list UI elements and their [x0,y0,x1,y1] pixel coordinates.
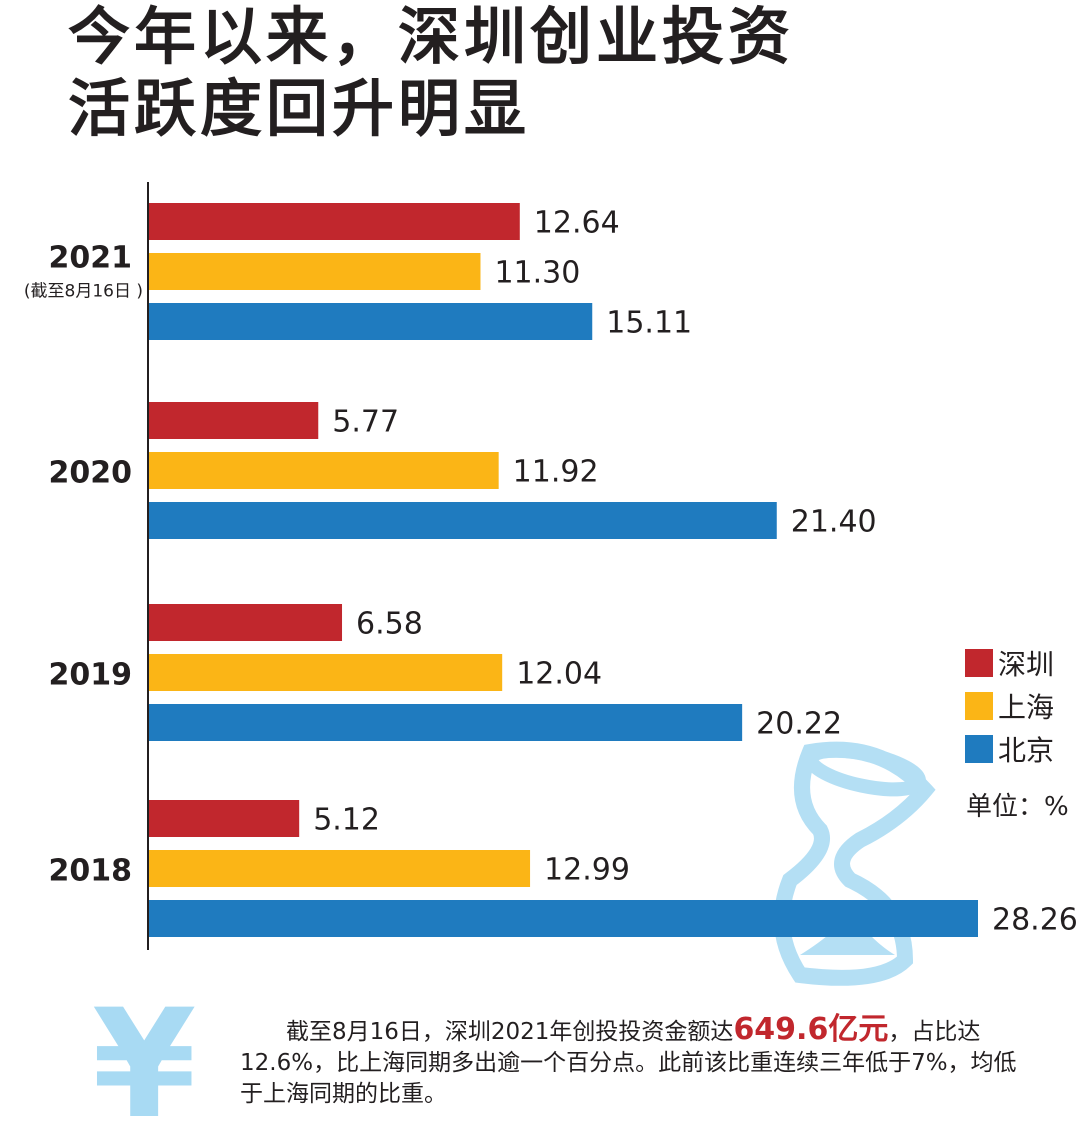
bar-北京-2018 [149,900,978,937]
category-label: 2021 [49,241,133,276]
bar-深圳-2020 [149,402,319,439]
bar-上海-2018 [149,850,531,887]
data-label: 15.11 [606,306,692,341]
yen-icon: ¥ [92,978,197,1127]
hourglass-icon [774,741,936,986]
data-label: 12.64 [534,206,620,241]
legend-label: 北京 [998,734,1054,767]
title-line-1: 今年以来，深圳创业投资 [68,0,795,73]
bar-北京-2019 [149,704,743,741]
note-highlight-amount: 649.6亿元 [733,1012,889,1047]
bar-北京-2021 [149,303,593,340]
note-text-before: 截至8月16日，深圳2021年创投投资金额达 [286,1019,734,1045]
legend-label: 上海 [998,691,1054,724]
data-label: 6.58 [356,607,423,642]
category-label: 2020 [49,456,133,491]
bar-上海-2019 [149,654,503,691]
data-label: 11.92 [513,455,599,490]
data-label: 20.22 [756,707,842,742]
unit-label: 单位：% [966,792,1069,822]
data-label: 12.04 [516,657,602,692]
bar-深圳-2019 [149,604,343,641]
note-text-after: ，占比达12.6%，比上海同期多出逾一个百分点。此前该比重连续三年低于7%，均低… [240,1019,1017,1107]
title-line-2: 活跃度回升明显 [68,72,531,145]
bar-上海-2020 [149,452,499,489]
data-label: 21.40 [791,505,877,540]
summary-note: 截至8月16日，深圳2021年创投投资金额达649.6亿元，占比达12.6%，比… [240,1014,1030,1110]
data-label: 5.12 [313,803,380,838]
legend-swatch [965,649,993,677]
legend-swatch [965,692,993,720]
bar-深圳-2018 [149,800,300,837]
legend-swatch [965,735,993,763]
data-label: 11.30 [494,256,580,291]
data-label: 28.26 [992,903,1078,938]
category-label: 2018 [49,854,133,889]
data-label: 12.99 [544,853,630,888]
legend-label: 深圳 [998,648,1054,681]
bar-北京-2020 [149,502,777,539]
bar-上海-2021 [149,253,481,290]
category-label: 2019 [49,658,133,693]
data-label: 5.77 [332,405,399,440]
bar-深圳-2021 [149,203,520,240]
category-note: (截至8月16日 ) [24,282,143,302]
